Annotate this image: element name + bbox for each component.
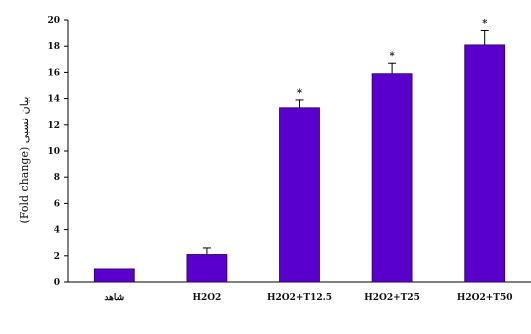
y-tick-label: 6 [54, 199, 60, 209]
y-tick-label: 18 [47, 42, 60, 52]
y-axis-label: (Fold change) بیان نسبی [18, 97, 31, 224]
bar [464, 44, 506, 283]
y-tick-label: 10 [47, 147, 60, 157]
y-tick-label: 0 [54, 278, 60, 288]
bar [93, 268, 135, 283]
category-label: H2O2+T12.5 [267, 293, 332, 303]
y-tick-label: 12 [47, 121, 60, 131]
category-label: H2O2+T25 [364, 293, 420, 303]
bar [279, 107, 320, 283]
y-tick-label: 4 [54, 226, 60, 236]
category-labels: شاهد H2O2 H2O2+T12.5 H2O2+T25 H2O2+T50 [104, 292, 512, 303]
y-tick-label: 14 [47, 95, 60, 105]
significance-marker: * [297, 88, 303, 99]
category-label: H2O2+T50 [457, 293, 513, 303]
significance-marker: * [482, 18, 488, 29]
bar [371, 73, 413, 283]
bars: * * * [93, 18, 506, 283]
y-tick-label: 8 [54, 173, 60, 183]
y-ticks: 0 2 4 6 8 10 12 14 16 18 20 [47, 16, 68, 288]
category-label: شاهد [104, 292, 124, 303]
y-tick-label: 20 [47, 16, 60, 26]
y-tick-label: 16 [47, 68, 60, 78]
bar [186, 254, 228, 283]
y-tick-label: 2 [54, 252, 60, 262]
significance-marker: * [389, 51, 395, 62]
category-label: H2O2 [192, 293, 221, 303]
